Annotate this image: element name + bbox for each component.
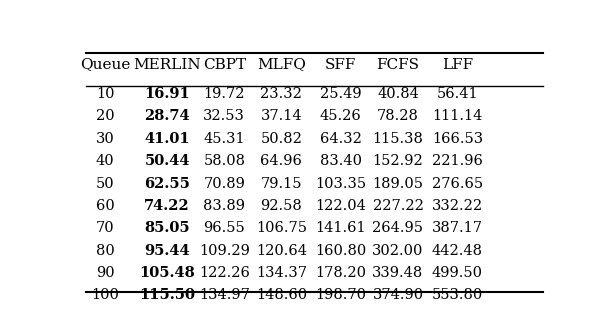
- Text: 106.75: 106.75: [256, 221, 307, 235]
- Text: SFF: SFF: [325, 57, 357, 71]
- Text: 50.82: 50.82: [260, 132, 302, 146]
- Text: 103.35: 103.35: [315, 177, 367, 191]
- Text: 134.37: 134.37: [256, 266, 307, 280]
- Text: 70: 70: [96, 221, 115, 235]
- Text: 227.22: 227.22: [373, 199, 424, 213]
- Text: 264.95: 264.95: [373, 221, 424, 235]
- Text: 50.44: 50.44: [144, 154, 190, 168]
- Text: 499.50: 499.50: [432, 266, 483, 280]
- Text: 79.15: 79.15: [260, 177, 302, 191]
- Text: 92.58: 92.58: [260, 199, 302, 213]
- Text: 60: 60: [96, 199, 115, 213]
- Text: 64.96: 64.96: [260, 154, 302, 168]
- Text: 96.55: 96.55: [203, 221, 245, 235]
- Text: 178.20: 178.20: [316, 266, 367, 280]
- Text: 302.00: 302.00: [372, 244, 424, 258]
- Text: 40: 40: [96, 154, 115, 168]
- Text: FCFS: FCFS: [376, 57, 419, 71]
- Text: 56.41: 56.41: [437, 87, 478, 101]
- Text: 332.22: 332.22: [432, 199, 483, 213]
- Text: 23.32: 23.32: [260, 87, 302, 101]
- Text: 62.55: 62.55: [144, 177, 190, 191]
- Text: MERLIN: MERLIN: [133, 57, 201, 71]
- Text: MLFQ: MLFQ: [257, 57, 306, 71]
- Text: 19.72: 19.72: [203, 87, 245, 101]
- Text: 141.61: 141.61: [316, 221, 366, 235]
- Text: 70.89: 70.89: [203, 177, 245, 191]
- Text: 100: 100: [91, 289, 119, 303]
- Text: 122.26: 122.26: [199, 266, 250, 280]
- Text: 30: 30: [96, 132, 115, 146]
- Text: 83.89: 83.89: [203, 199, 245, 213]
- Text: 40.84: 40.84: [377, 87, 419, 101]
- Text: 80: 80: [96, 244, 115, 258]
- Text: 387.17: 387.17: [432, 221, 483, 235]
- Text: 74.22: 74.22: [144, 199, 190, 213]
- Text: 50: 50: [96, 177, 115, 191]
- Text: 189.05: 189.05: [373, 177, 424, 191]
- Text: 20: 20: [96, 110, 115, 124]
- Text: 148.60: 148.60: [256, 289, 307, 303]
- Text: 45.26: 45.26: [320, 110, 362, 124]
- Text: 64.32: 64.32: [320, 132, 362, 146]
- Text: 28.74: 28.74: [144, 110, 190, 124]
- Text: 152.92: 152.92: [373, 154, 423, 168]
- Text: 25.49: 25.49: [320, 87, 362, 101]
- Text: 115.50: 115.50: [139, 289, 195, 303]
- Text: 442.48: 442.48: [432, 244, 483, 258]
- Text: 120.64: 120.64: [256, 244, 307, 258]
- Text: 32.53: 32.53: [203, 110, 245, 124]
- Text: 45.31: 45.31: [203, 132, 245, 146]
- Text: 339.48: 339.48: [372, 266, 424, 280]
- Text: 160.80: 160.80: [315, 244, 367, 258]
- Text: 221.96: 221.96: [432, 154, 483, 168]
- Text: 58.08: 58.08: [203, 154, 245, 168]
- Text: 276.65: 276.65: [432, 177, 483, 191]
- Text: 83.40: 83.40: [320, 154, 362, 168]
- Text: 374.90: 374.90: [372, 289, 424, 303]
- Text: 122.04: 122.04: [316, 199, 367, 213]
- Text: Queue: Queue: [80, 57, 131, 71]
- Text: 111.14: 111.14: [432, 110, 483, 124]
- Text: 105.48: 105.48: [139, 266, 195, 280]
- Text: 10: 10: [96, 87, 115, 101]
- Text: 16.91: 16.91: [144, 87, 190, 101]
- Text: 85.05: 85.05: [144, 221, 190, 235]
- Text: 90: 90: [96, 266, 115, 280]
- Text: CBPT: CBPT: [203, 57, 246, 71]
- Text: 41.01: 41.01: [144, 132, 190, 146]
- Text: 166.53: 166.53: [432, 132, 483, 146]
- Text: 115.38: 115.38: [373, 132, 424, 146]
- Text: 37.14: 37.14: [260, 110, 302, 124]
- Text: 78.28: 78.28: [377, 110, 419, 124]
- Text: LFF: LFF: [442, 57, 473, 71]
- Text: 95.44: 95.44: [144, 244, 190, 258]
- Text: 109.29: 109.29: [199, 244, 250, 258]
- Text: 134.97: 134.97: [199, 289, 250, 303]
- Text: 198.70: 198.70: [316, 289, 367, 303]
- Text: 553.80: 553.80: [432, 289, 483, 303]
